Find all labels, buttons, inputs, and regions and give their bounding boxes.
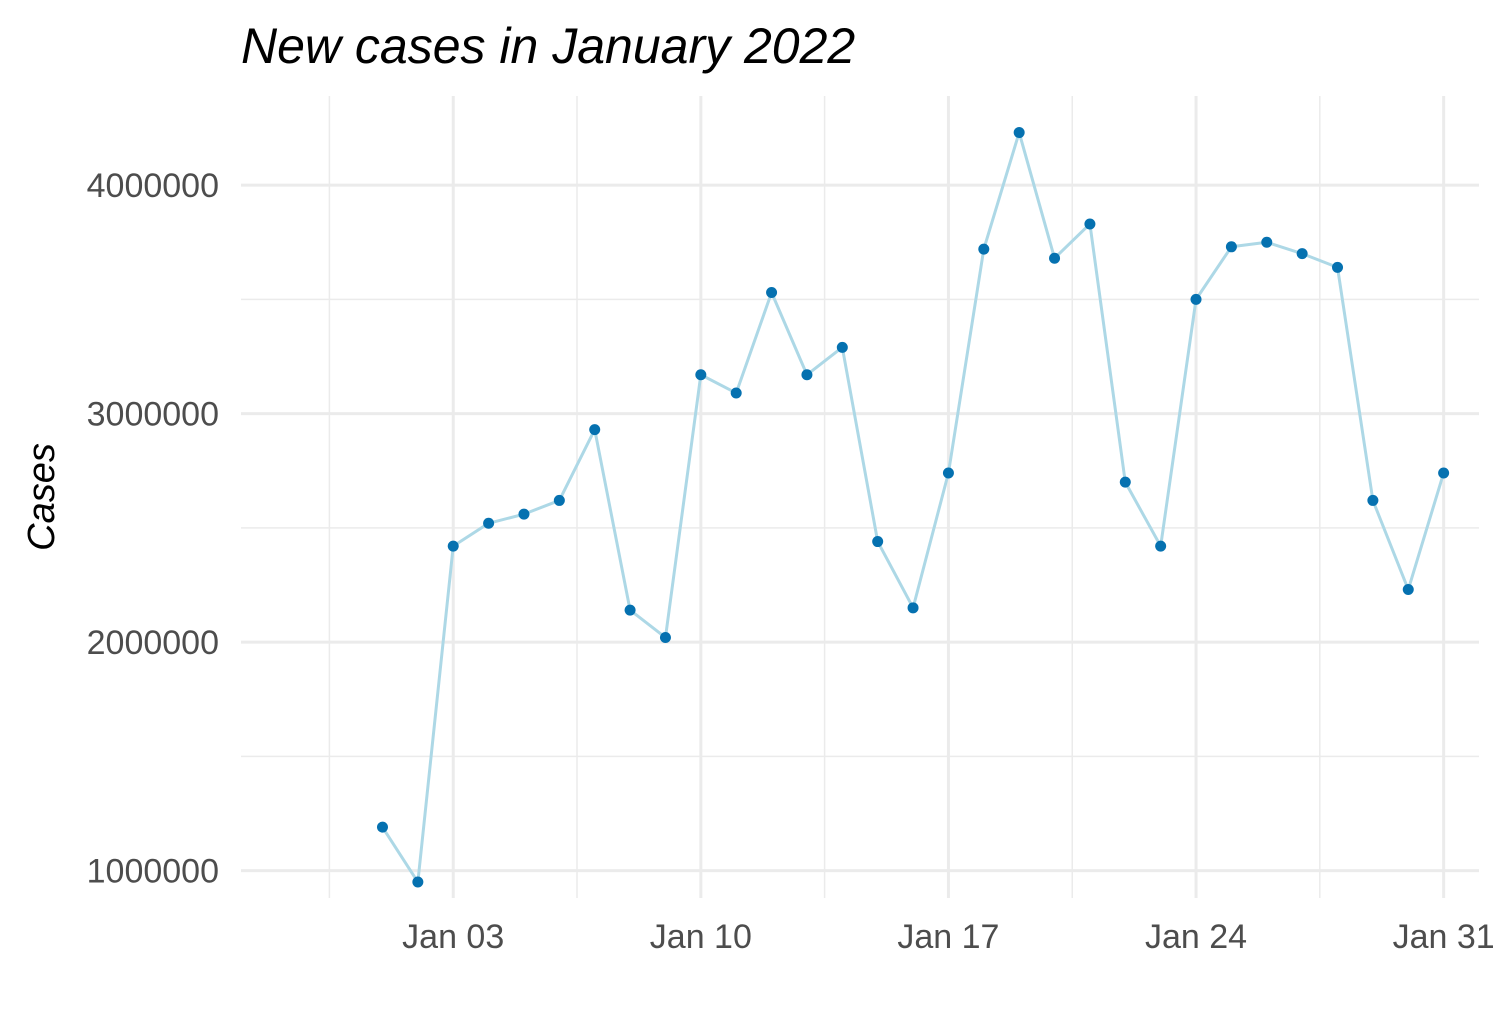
data-point (447, 540, 459, 552)
x-tick-label: Jan 31 (1393, 918, 1495, 956)
data-point (766, 287, 778, 299)
x-tick-label: Jan 24 (1145, 918, 1247, 956)
data-point (1119, 476, 1131, 488)
x-tick-label: Jan 03 (402, 918, 504, 956)
data-point (872, 536, 884, 548)
data-point (1049, 252, 1061, 264)
data-point (907, 602, 919, 614)
y-tick-label: 2000000 (87, 624, 219, 662)
minor-gridlines (241, 96, 1479, 898)
data-point (1438, 467, 1450, 479)
data-point (730, 387, 742, 399)
data-point (1367, 494, 1379, 506)
series-lines (381, 131, 1446, 884)
data-point (1013, 127, 1025, 139)
series-line (381, 131, 1446, 884)
data-point (1155, 540, 1167, 552)
x-axis-tick-labels: Jan 03 Jan 10 Jan 17 Jan 24 Jan 31 (402, 918, 1494, 956)
data-point (836, 341, 848, 353)
data-point (412, 876, 424, 888)
data-point (1190, 293, 1202, 305)
x-tick-label: Jan 17 (897, 918, 999, 956)
y-axis-label: Cases (21, 443, 63, 551)
y-axis-tick-labels: 1000000 2000000 3000000 4000000 (87, 167, 219, 890)
y-tick-label: 3000000 (87, 396, 219, 434)
data-point (1402, 584, 1414, 596)
y-tick-label: 1000000 (87, 853, 219, 891)
data-point (1332, 261, 1344, 273)
x-tick-label: Jan 10 (650, 918, 752, 956)
data-point (1225, 241, 1237, 253)
data-point (1261, 236, 1273, 248)
data-point (695, 369, 707, 381)
y-tick-label: 4000000 (87, 167, 219, 205)
data-point (624, 604, 636, 616)
data-point (589, 424, 601, 436)
data-point (483, 517, 495, 529)
data-point (376, 821, 388, 833)
data-point (1084, 218, 1096, 230)
chart-title: New cases in January 2022 (241, 18, 855, 74)
data-point (978, 243, 990, 255)
data-point (942, 467, 954, 479)
data-point (553, 494, 565, 506)
major-gridlines (241, 96, 1479, 898)
data-point (801, 369, 813, 381)
data-point (518, 508, 530, 520)
data-point (1296, 248, 1308, 260)
data-point (659, 632, 671, 644)
series-points (376, 127, 1450, 888)
